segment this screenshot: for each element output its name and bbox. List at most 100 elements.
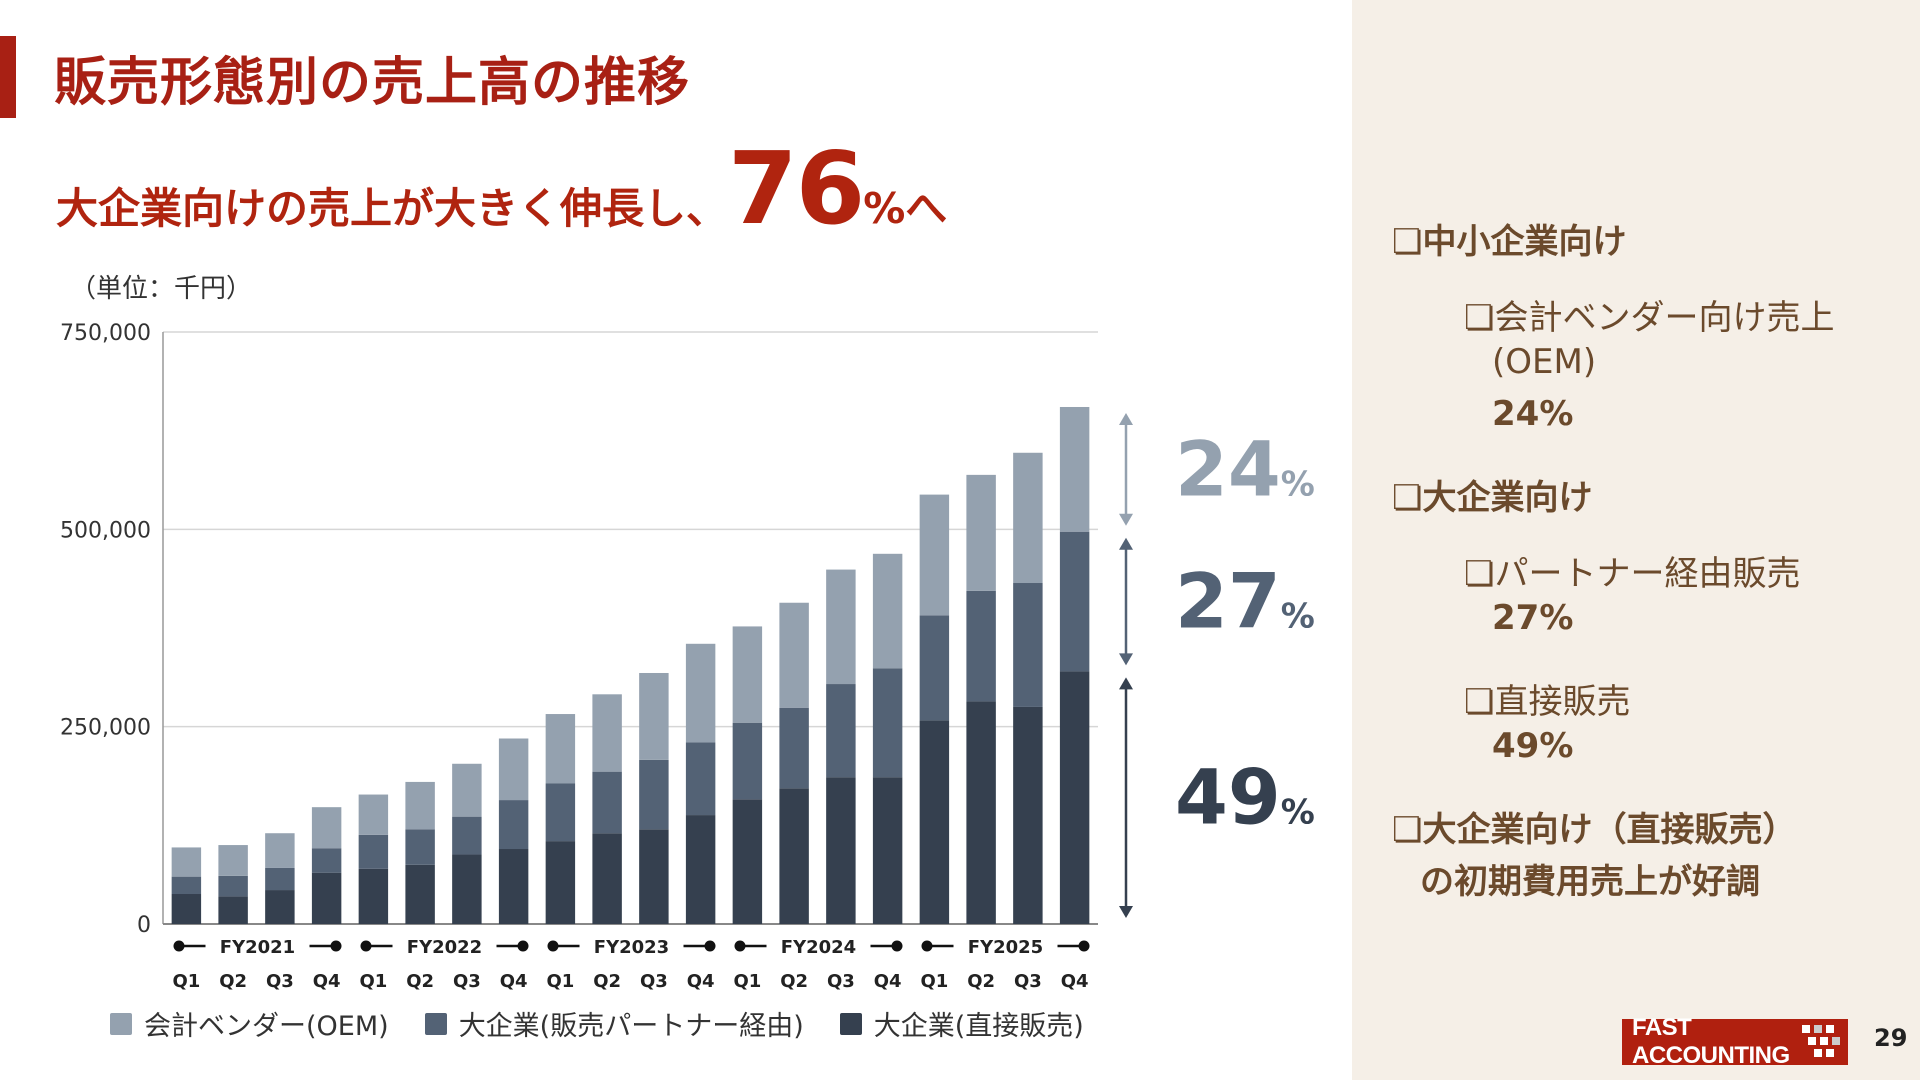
x-tick-label: Q4: [313, 971, 341, 992]
bar-segment-partner: [452, 816, 482, 855]
x-tick-label: Q1: [546, 971, 574, 992]
bar-segment-oem: [872, 553, 903, 669]
bar-segment-direct: [872, 777, 903, 924]
bar-segment-partner: [1013, 583, 1043, 707]
sidebar-sme-heading: ❏中小企業向け: [1392, 222, 1627, 262]
bar-segment-direct: [685, 815, 716, 924]
sidebar-partner-pct: 27%: [1492, 598, 1574, 638]
x-tick-label: Q3: [266, 971, 294, 992]
x-tick-label: Q4: [500, 971, 528, 992]
annotation-percent-unit: %: [1281, 464, 1315, 504]
bar-segment-direct: [919, 720, 950, 924]
x-tick-label: Q3: [640, 971, 668, 992]
bar-segment-oem: [265, 833, 295, 868]
x-tick-label: Q4: [687, 971, 715, 992]
annotation-arrow-head: [1119, 906, 1133, 918]
x-tick-label: Q3: [827, 971, 855, 992]
fiscal-year-label: FY2021: [220, 937, 295, 958]
bar-segment-partner: [592, 771, 622, 834]
bar-segment-partner: [171, 876, 202, 895]
annotation-percent-value: 49%: [1175, 753, 1315, 842]
legend-item-oem: 会計ベンダー(OEM): [110, 1004, 389, 1043]
legend-item-direct: 大企業(直接販売): [839, 1004, 1084, 1043]
annotation-percent-value: 27%: [1175, 557, 1315, 646]
bar-segment-partner: [639, 759, 669, 830]
fiscal-year-label: FY2025: [968, 937, 1043, 958]
bar-segment-direct: [732, 799, 763, 924]
bar-segment-oem: [545, 714, 576, 784]
bar-segment-partner: [685, 742, 716, 816]
legend-item-partner: 大企業(販売パートナー経由): [424, 1004, 804, 1043]
legend-swatch-partner: [424, 1012, 447, 1035]
y-tick-label: 250,000: [60, 716, 151, 741]
bar-segment-partner: [779, 707, 809, 789]
bar-segment-direct: [498, 849, 529, 924]
bar-segment-oem: [592, 694, 622, 772]
legend-swatch-direct: [839, 1012, 862, 1035]
y-tick-label: 500,000: [60, 518, 151, 543]
bar-segment-direct: [779, 788, 809, 924]
sidebar-partner-label: ❏パートナー経由販売: [1464, 554, 1801, 594]
stacked-bar-chart: 0 250,000 500,000 750,000 Q1 Q2 Q3 Q4 Q1 Q2 Q3 Q4 Q1…: [60, 321, 1315, 992]
bar-segment-partner: [919, 615, 950, 721]
bar-segment-direct: [966, 701, 996, 924]
x-tick-label: Q2: [219, 971, 247, 992]
fiscal-year-label: FY2022: [407, 937, 482, 958]
unit-label: （単位：千円）: [70, 274, 253, 304]
bar-segment-direct: [452, 854, 482, 924]
legend-label-oem: 会計ベンダー(OEM): [144, 1011, 389, 1042]
bar-segment-direct: [311, 872, 342, 924]
sidebar-oem-label: ❏会計ベンダー向け売上: [1464, 298, 1835, 338]
annotation-arrow-head: [1119, 537, 1133, 550]
fy-bracket-dot: [921, 940, 933, 952]
bar-segment-partner: [405, 829, 435, 865]
fy-bracket-dot: [891, 940, 903, 952]
bar-segment-direct: [1059, 671, 1090, 924]
bar-segment-direct: [171, 894, 202, 924]
bar-segment-oem: [358, 794, 389, 835]
bar-segment-oem: [779, 602, 809, 708]
page-title: 販売形態別の売上高の推移: [54, 53, 691, 113]
bar-segment-oem: [498, 738, 529, 801]
sidebar-oem-pct: 24%: [1492, 394, 1574, 434]
x-tick-label: Q2: [406, 971, 434, 992]
y-tick-label: 0: [137, 913, 151, 938]
bar-segment-partner: [732, 722, 763, 800]
sidebar-direct-pct: 49%: [1492, 726, 1574, 766]
fy-bracket-dot: [734, 940, 746, 952]
bar-segment-partner: [358, 834, 389, 869]
bar-segment-oem: [405, 781, 435, 830]
right-sidebar: [1352, 0, 1920, 1080]
annotation-percent-unit: %: [1281, 597, 1315, 637]
bar-segment-direct: [1013, 706, 1043, 924]
annotation-arrow-head: [1119, 653, 1133, 666]
bar-segment-direct: [358, 868, 389, 924]
bar-segment-direct: [826, 777, 856, 924]
bar-segment-partner: [872, 668, 903, 778]
sidebar-oem-label-2: (OEM): [1492, 342, 1597, 382]
fiscal-year-label: FY2024: [781, 937, 856, 958]
fy-bracket-dot: [173, 940, 185, 952]
bar-segment-oem: [1013, 452, 1043, 584]
bar-segment-direct: [405, 864, 435, 924]
headline-text: 大企業向けの売上が大きく伸長し、: [56, 184, 729, 233]
bar-segment-oem: [452, 763, 482, 817]
y-tick-label: 750,000: [60, 321, 151, 346]
annotation-percent-unit: %: [1281, 793, 1315, 833]
bar-segment-oem: [1059, 406, 1090, 532]
fy-bracket-dot: [517, 940, 529, 952]
logo-pixel-mark: [1796, 1019, 1848, 1065]
headline-big-number: 76: [728, 130, 865, 247]
bar-segment-partner: [1059, 531, 1090, 672]
x-tick-label: Q4: [1061, 971, 1089, 992]
sidebar-enterprise-heading: ❏大企業向け: [1392, 478, 1593, 518]
bar-segment-oem: [966, 474, 996, 591]
title-accent-bar: [0, 36, 16, 118]
annotation-percent-value: 24%: [1175, 424, 1315, 513]
bar-segment-oem: [639, 672, 669, 760]
sidebar-note-line2: の初期費用売上が好調: [1420, 862, 1760, 902]
bar-segment-partner: [545, 783, 576, 842]
x-tick-label: Q3: [453, 971, 481, 992]
fiscal-year-label: FY2023: [594, 937, 669, 958]
x-tick-label: Q2: [780, 971, 808, 992]
